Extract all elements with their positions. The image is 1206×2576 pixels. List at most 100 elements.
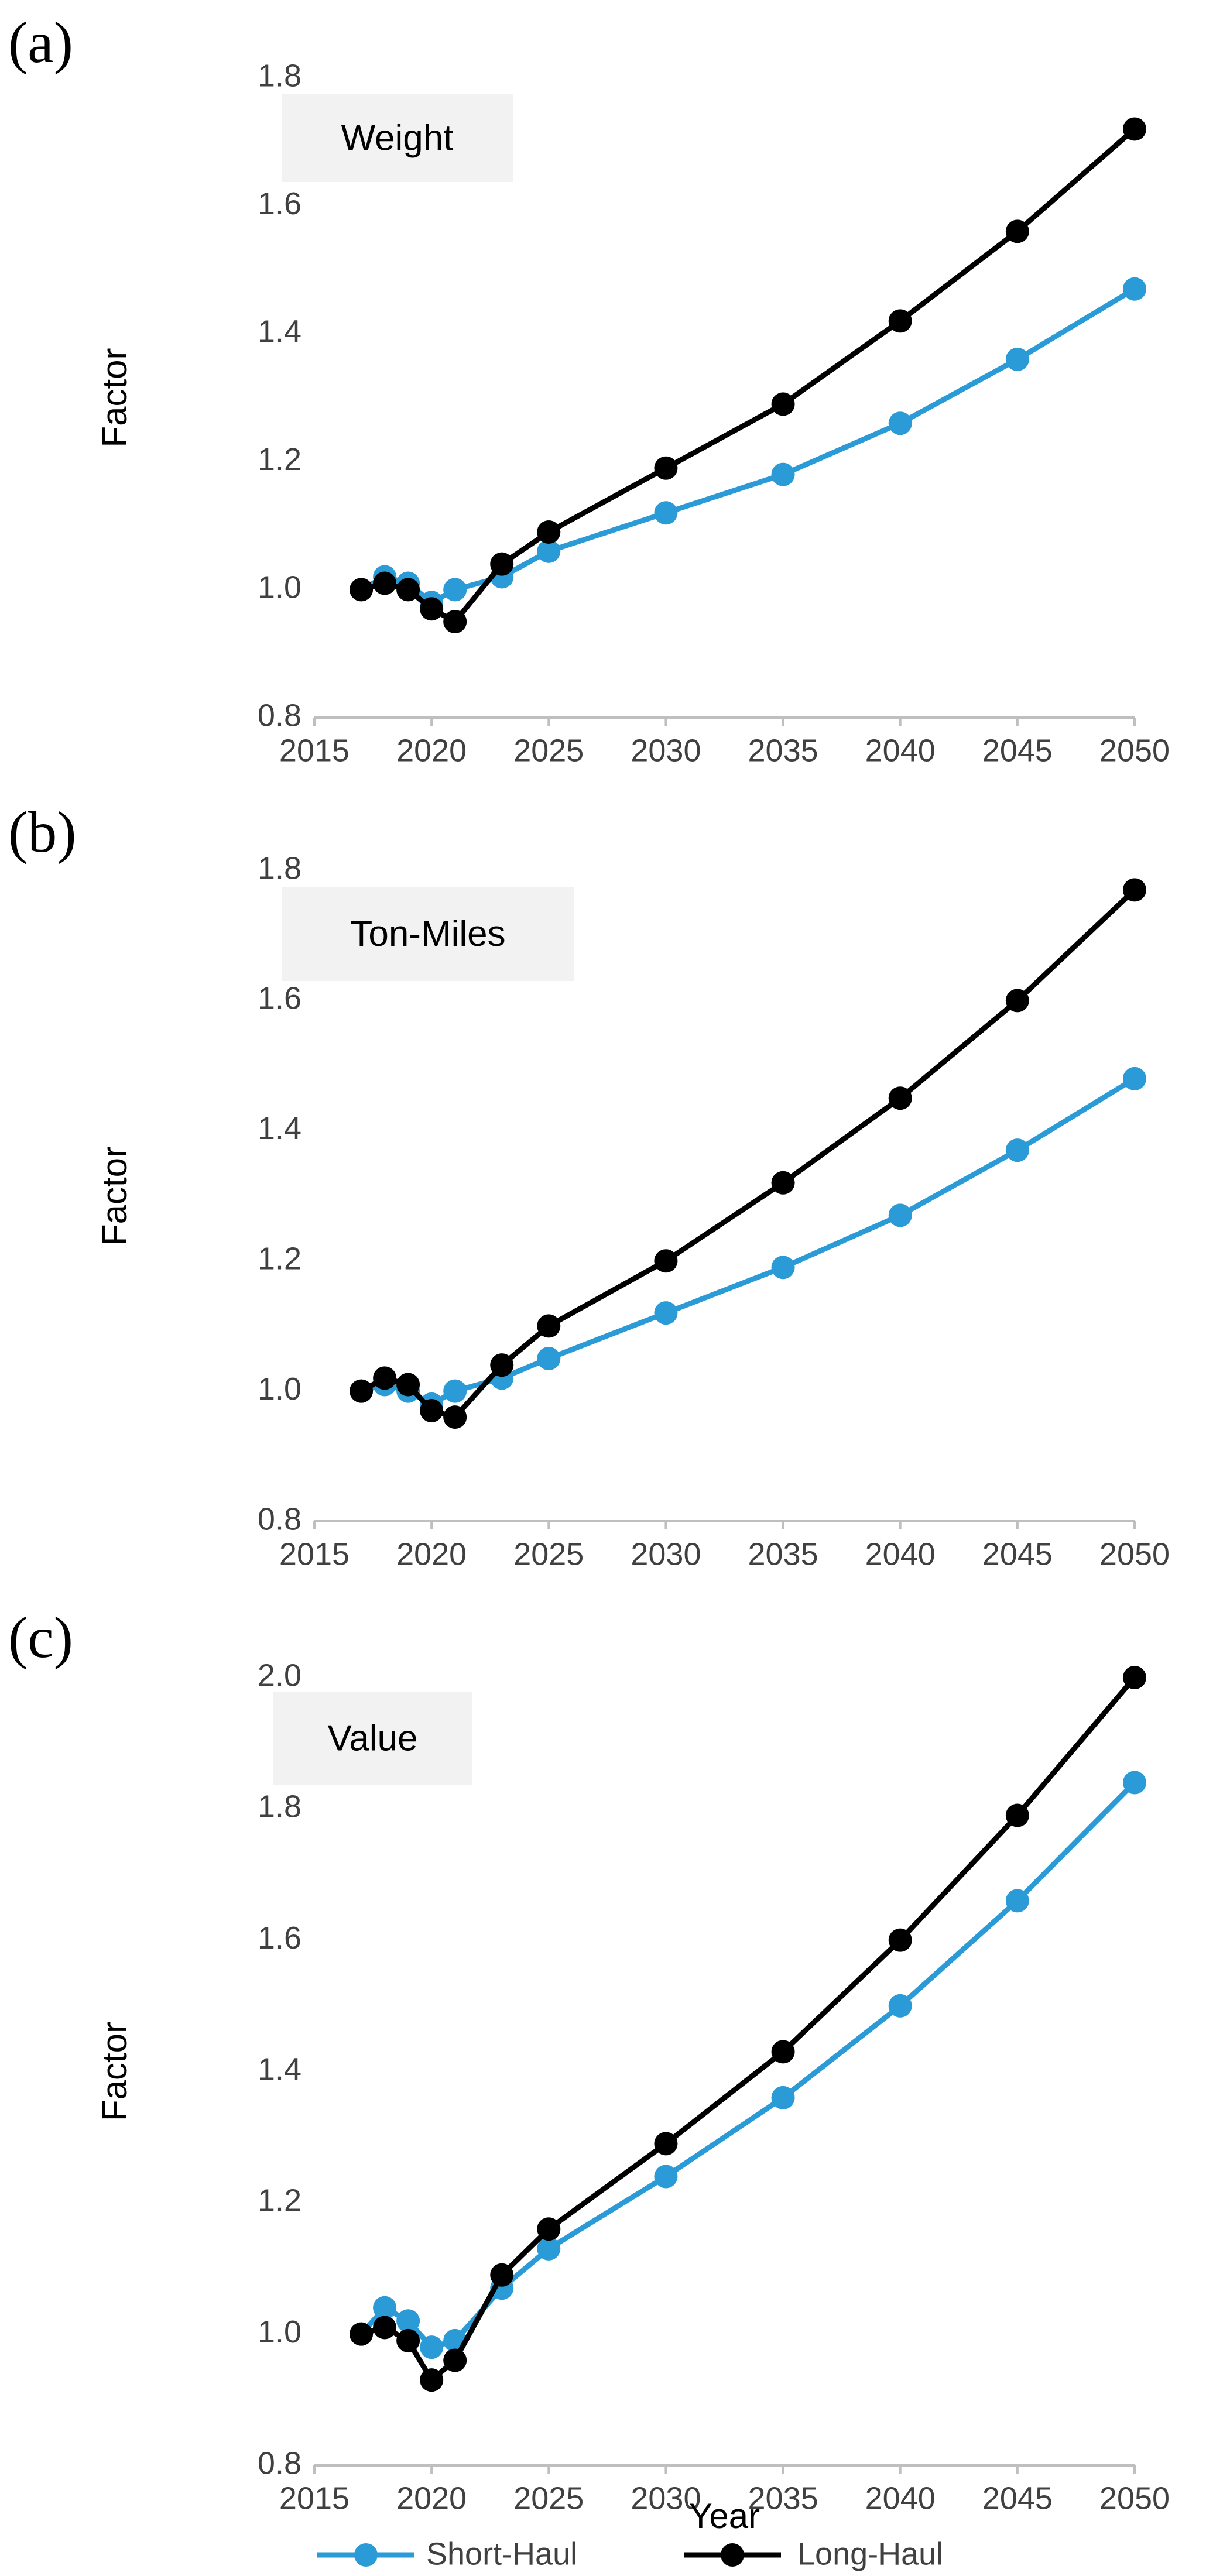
x-tick-label: 2020 xyxy=(396,2481,467,2516)
data-point xyxy=(443,578,467,602)
y-tick-label: 1.6 xyxy=(258,981,302,1016)
series-line xyxy=(359,286,1136,606)
data-point xyxy=(420,2368,444,2392)
legend-marker xyxy=(354,2543,378,2567)
y-tick-label: 1.0 xyxy=(258,1371,302,1407)
y-tick-label: 1.0 xyxy=(258,570,302,605)
data-point xyxy=(888,1203,912,1227)
data-point xyxy=(443,2348,467,2372)
y-tick-label: 2.0 xyxy=(258,1658,302,1693)
data-point xyxy=(373,2316,397,2340)
data-point xyxy=(396,2309,420,2333)
x-tick-label: 2035 xyxy=(748,2481,818,2516)
x-tick-label: 2030 xyxy=(631,2481,701,2516)
panel-label: (b) xyxy=(8,800,77,865)
x-tick-label: 2035 xyxy=(748,733,818,768)
data-point xyxy=(1123,117,1146,141)
y-tick-label: 0.8 xyxy=(258,698,302,733)
data-point xyxy=(443,610,467,634)
data-point xyxy=(1123,878,1146,902)
x-tick-label: 2045 xyxy=(982,733,1053,768)
x-tick-label: 2045 xyxy=(982,1536,1053,1572)
y-tick-label: 1.2 xyxy=(258,2183,302,2218)
data-point xyxy=(537,520,561,544)
annotation: Value xyxy=(328,1718,418,1758)
y-axis-label: Factor xyxy=(95,1146,134,1246)
y-tick-label: 1.6 xyxy=(258,186,302,221)
series-line xyxy=(360,1676,1137,2385)
y-tick-label: 1.8 xyxy=(258,58,302,93)
data-point xyxy=(771,2086,795,2109)
data-point xyxy=(443,1405,467,1429)
data-point xyxy=(1123,1066,1146,1090)
data-point xyxy=(537,1314,561,1338)
data-point xyxy=(771,2040,795,2064)
data-point xyxy=(888,309,912,333)
data-point xyxy=(350,1379,374,1403)
series-line xyxy=(359,1781,1137,2351)
data-point xyxy=(537,539,561,563)
data-point xyxy=(420,1398,444,1422)
data-point xyxy=(396,1373,420,1397)
x-tick-label: 2020 xyxy=(396,1536,467,1572)
y-tick-label: 1.0 xyxy=(258,2314,302,2349)
y-tick-label: 1.2 xyxy=(258,442,302,477)
x-tick-label: 2050 xyxy=(1099,2481,1170,2516)
annotation: Weight xyxy=(341,118,454,158)
x-axis-label: Year xyxy=(689,2496,760,2536)
data-point xyxy=(654,2132,678,2156)
x-tick-label: 2045 xyxy=(982,2481,1053,2516)
data-point xyxy=(654,456,678,480)
data-point xyxy=(771,1171,795,1195)
x-tick-label: 2025 xyxy=(513,733,584,768)
x-tick-label: 2025 xyxy=(513,2481,584,2516)
series-line xyxy=(360,127,1136,625)
data-point xyxy=(1005,1803,1029,1827)
data-point xyxy=(350,2322,374,2346)
data-point xyxy=(420,597,444,621)
data-point xyxy=(654,1301,678,1325)
legend-label: Long-Haul xyxy=(797,2536,943,2571)
panel-label: (a) xyxy=(8,10,73,75)
y-tick-label: 1.6 xyxy=(258,1920,302,1956)
annotation-box xyxy=(273,1692,472,1785)
data-point xyxy=(771,392,795,416)
data-point xyxy=(654,2165,678,2189)
data-point xyxy=(771,1256,795,1280)
data-point xyxy=(373,2296,397,2320)
data-point xyxy=(1005,1889,1029,1913)
x-tick-label: 2030 xyxy=(631,733,701,768)
x-tick-label: 2050 xyxy=(1099,733,1170,768)
data-point xyxy=(396,578,420,602)
data-point xyxy=(1123,1666,1146,1689)
data-point xyxy=(888,1994,912,2018)
data-point xyxy=(537,1347,561,1370)
data-point xyxy=(1005,989,1029,1013)
data-point xyxy=(888,411,912,435)
x-tick-label: 2050 xyxy=(1099,1536,1170,1572)
data-point xyxy=(396,2328,420,2352)
y-tick-label: 0.8 xyxy=(258,1501,302,1536)
y-axis-label: Factor xyxy=(95,2022,134,2121)
annotation-box xyxy=(282,94,513,182)
panel-label: (c) xyxy=(8,1605,73,1670)
series-line xyxy=(360,1076,1136,1407)
y-tick-label: 1.4 xyxy=(258,2052,302,2087)
x-tick-label: 2015 xyxy=(279,733,350,768)
annotation-box xyxy=(282,887,574,981)
data-point xyxy=(490,1353,514,1377)
data-point xyxy=(443,1379,467,1403)
data-point xyxy=(373,1366,397,1390)
data-point xyxy=(490,552,514,576)
data-point xyxy=(771,462,795,486)
x-tick-label: 2015 xyxy=(279,2481,350,2516)
data-point xyxy=(537,2217,561,2241)
annotation: Ton-Miles xyxy=(350,914,505,954)
data-point xyxy=(420,2335,444,2359)
x-tick-label: 2015 xyxy=(279,1536,350,1572)
data-point xyxy=(373,571,397,595)
y-tick-label: 1.4 xyxy=(258,1111,302,1146)
y-tick-label: 1.8 xyxy=(258,850,302,886)
x-tick-label: 2040 xyxy=(865,1536,936,1572)
data-point xyxy=(654,1249,678,1273)
